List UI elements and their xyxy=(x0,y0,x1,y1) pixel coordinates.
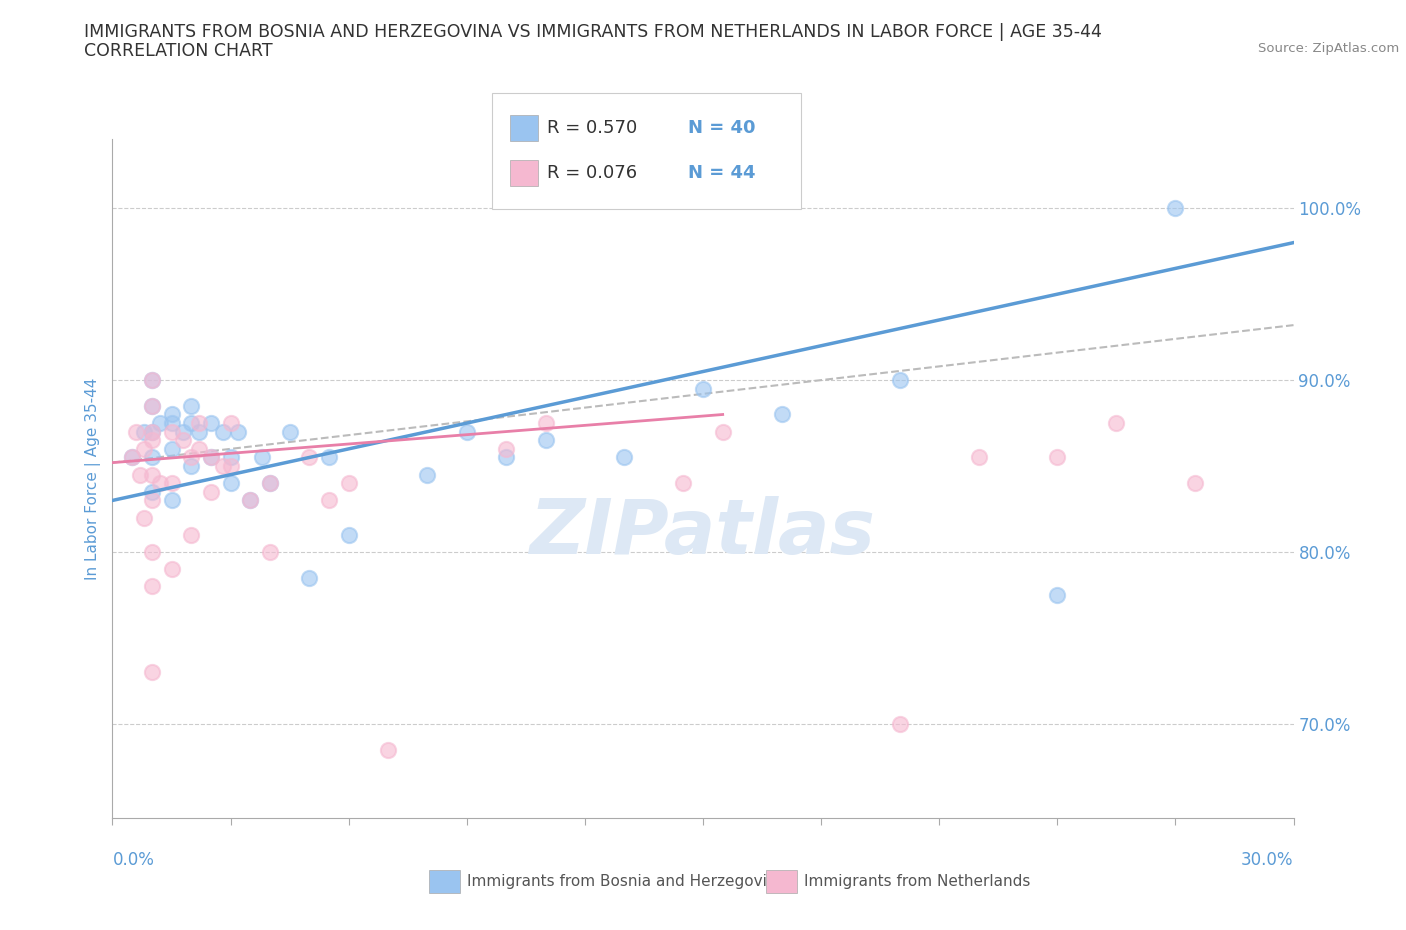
Point xyxy=(160,416,183,431)
Point xyxy=(141,450,163,465)
Point xyxy=(149,476,172,491)
Point xyxy=(200,416,222,431)
Point xyxy=(132,511,155,525)
Text: Immigrants from Bosnia and Herzegovina: Immigrants from Bosnia and Herzegovina xyxy=(467,874,786,889)
Point xyxy=(188,442,211,457)
Point xyxy=(416,467,439,482)
Point xyxy=(200,450,222,465)
Text: N = 40: N = 40 xyxy=(688,119,755,138)
Point xyxy=(141,467,163,482)
Point xyxy=(188,424,211,439)
Point xyxy=(141,398,163,413)
Point xyxy=(318,493,340,508)
Point xyxy=(141,665,163,680)
Point xyxy=(259,476,281,491)
Point xyxy=(180,527,202,542)
Point xyxy=(889,716,911,731)
Point xyxy=(613,450,636,465)
Point xyxy=(211,458,233,473)
Point xyxy=(377,742,399,757)
Point xyxy=(121,450,143,465)
Point xyxy=(132,442,155,457)
Point xyxy=(534,416,557,431)
Text: 0.0%: 0.0% xyxy=(112,851,155,870)
Point xyxy=(259,476,281,491)
Point xyxy=(219,450,242,465)
Point xyxy=(125,424,148,439)
Point xyxy=(228,424,250,439)
Point xyxy=(250,450,273,465)
Point xyxy=(160,562,183,577)
Text: N = 44: N = 44 xyxy=(688,164,755,182)
Point xyxy=(141,545,163,560)
Text: ZIPatlas: ZIPatlas xyxy=(530,497,876,570)
Point xyxy=(219,458,242,473)
Point xyxy=(1184,476,1206,491)
Point xyxy=(672,476,695,491)
Point xyxy=(141,424,163,439)
Point xyxy=(141,493,163,508)
Point xyxy=(172,424,194,439)
Point xyxy=(160,424,183,439)
Point xyxy=(770,407,793,422)
Text: R = 0.570: R = 0.570 xyxy=(547,119,637,138)
Point xyxy=(1164,201,1187,216)
Point xyxy=(172,432,194,447)
Point xyxy=(188,416,211,431)
Point xyxy=(298,450,321,465)
Point xyxy=(200,485,222,499)
Text: CORRELATION CHART: CORRELATION CHART xyxy=(84,42,273,60)
Point xyxy=(141,485,163,499)
Point xyxy=(180,416,202,431)
Point xyxy=(259,545,281,560)
Point xyxy=(149,416,172,431)
Point xyxy=(1046,450,1069,465)
Point xyxy=(967,450,990,465)
Point xyxy=(160,442,183,457)
Point xyxy=(141,424,163,439)
Point xyxy=(180,458,202,473)
Point xyxy=(219,416,242,431)
Point xyxy=(692,381,714,396)
Text: Source: ZipAtlas.com: Source: ZipAtlas.com xyxy=(1258,42,1399,55)
Text: IMMIGRANTS FROM BOSNIA AND HERZEGOVINA VS IMMIGRANTS FROM NETHERLANDS IN LABOR F: IMMIGRANTS FROM BOSNIA AND HERZEGOVINA V… xyxy=(84,23,1102,41)
Point xyxy=(121,450,143,465)
Point xyxy=(132,424,155,439)
Point xyxy=(1046,588,1069,603)
Point xyxy=(337,527,360,542)
Point xyxy=(141,373,163,388)
Point xyxy=(495,450,517,465)
Point xyxy=(456,424,478,439)
Point xyxy=(211,424,233,439)
Point xyxy=(180,450,202,465)
Point xyxy=(239,493,262,508)
Y-axis label: In Labor Force | Age 35-44: In Labor Force | Age 35-44 xyxy=(86,378,101,580)
Point xyxy=(160,407,183,422)
Point xyxy=(141,432,163,447)
Point xyxy=(141,373,163,388)
Point xyxy=(298,570,321,585)
Point xyxy=(318,450,340,465)
Text: Immigrants from Netherlands: Immigrants from Netherlands xyxy=(804,874,1031,889)
Point xyxy=(160,493,183,508)
Text: R = 0.076: R = 0.076 xyxy=(547,164,637,182)
Point xyxy=(141,579,163,594)
Point xyxy=(180,398,202,413)
Point xyxy=(141,398,163,413)
Point xyxy=(711,424,734,439)
Point xyxy=(1105,416,1128,431)
Point xyxy=(889,373,911,388)
Point xyxy=(160,476,183,491)
Point xyxy=(200,450,222,465)
Text: 30.0%: 30.0% xyxy=(1241,851,1294,870)
Point xyxy=(129,467,152,482)
Point xyxy=(219,476,242,491)
Point xyxy=(239,493,262,508)
Point xyxy=(278,424,301,439)
Point xyxy=(495,442,517,457)
Point xyxy=(337,476,360,491)
Point xyxy=(534,432,557,447)
